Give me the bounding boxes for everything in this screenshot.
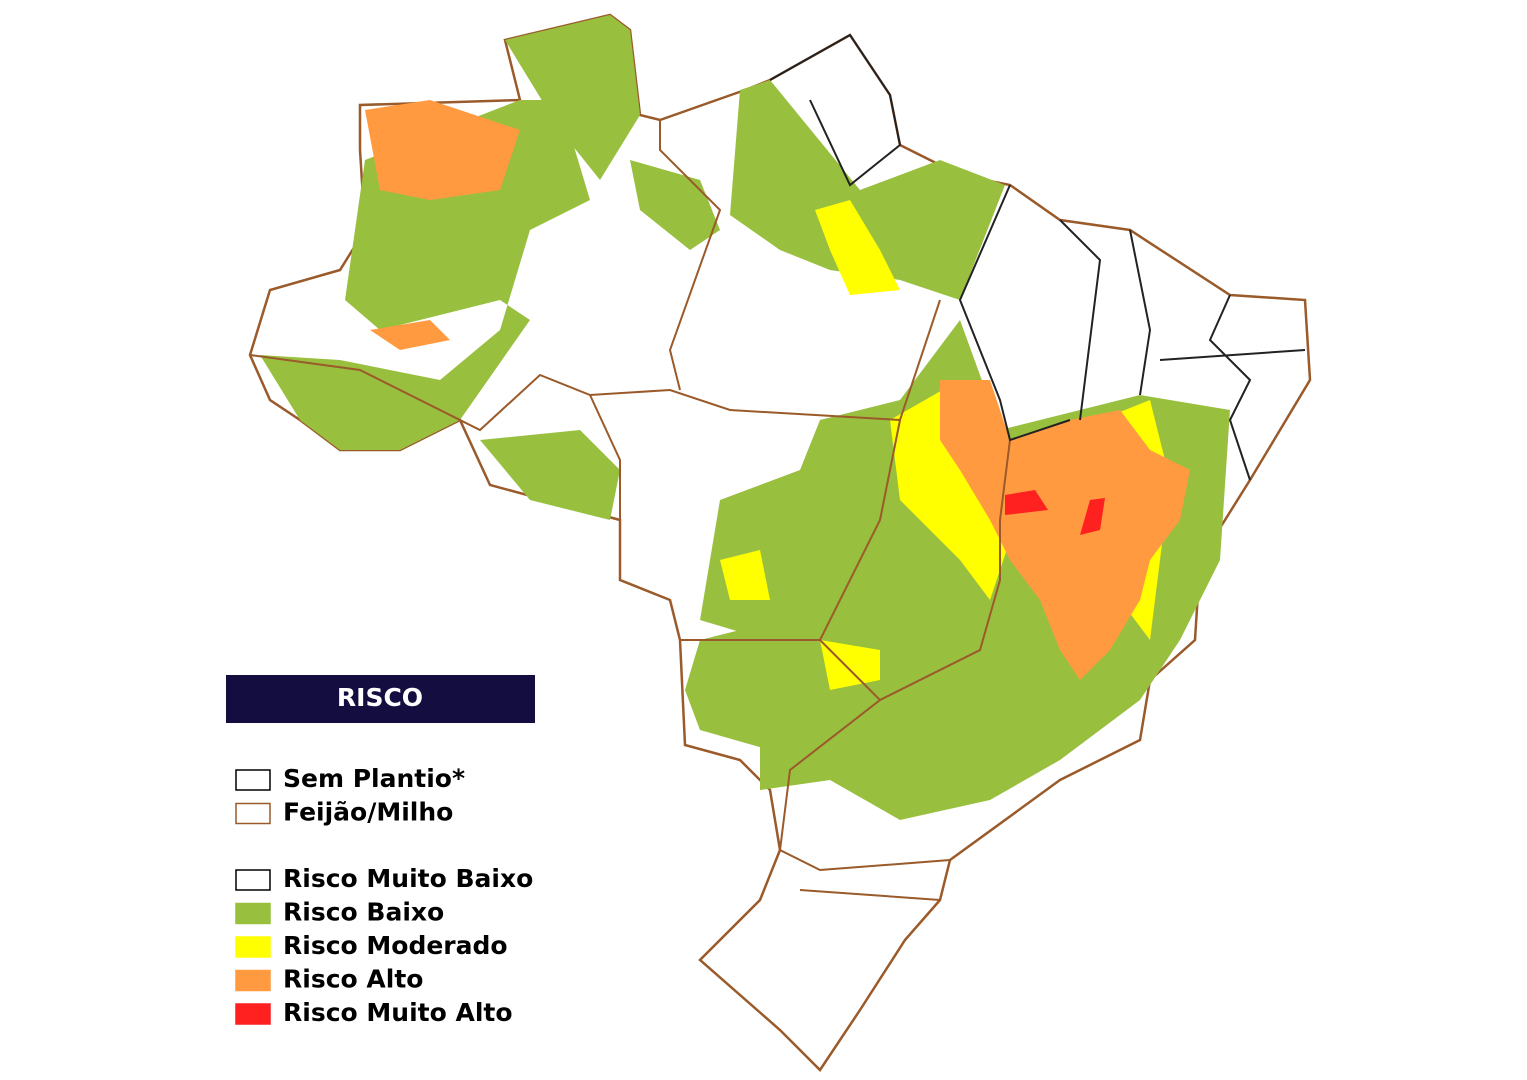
legend-swatch xyxy=(235,802,271,825)
border xyxy=(1208,294,1252,481)
brazil-map xyxy=(248,13,1312,1072)
legend-label: Feijão/Milho xyxy=(283,798,453,827)
legend-swatch xyxy=(235,869,271,891)
legend-swatch xyxy=(235,769,271,791)
border xyxy=(958,184,1071,442)
border xyxy=(1159,349,1306,361)
area xyxy=(365,100,520,200)
legend-label: Sem Plantio* xyxy=(283,764,465,793)
area xyxy=(730,80,1005,300)
area xyxy=(1005,490,1048,515)
area xyxy=(630,160,720,250)
high-risk-areas xyxy=(365,100,1190,680)
area xyxy=(940,380,1190,680)
area xyxy=(260,100,590,450)
legend-swatch xyxy=(235,1003,271,1025)
border xyxy=(1059,219,1102,421)
area xyxy=(1080,498,1105,535)
northeast-borders xyxy=(769,33,1306,481)
border xyxy=(680,419,901,641)
legend-label: Risco Muito Alto xyxy=(283,998,513,1027)
legend-title: RISCO xyxy=(337,683,423,712)
legend-label: Risco Baixo xyxy=(283,898,444,927)
legend: RISCO Sem Plantio* Feijão/Milho Risco Muit… xyxy=(226,675,535,1027)
area xyxy=(505,15,640,180)
legend-header xyxy=(226,675,535,723)
border xyxy=(879,439,1011,701)
legend-label: Risco Alto xyxy=(283,965,423,994)
area xyxy=(820,640,880,690)
legend-swatch xyxy=(235,936,271,958)
area xyxy=(370,320,450,350)
legend-label: Risco Muito Baixo xyxy=(283,864,533,893)
very-high-risk-areas xyxy=(1005,490,1105,535)
state-borders xyxy=(249,120,1011,901)
legend-swatch xyxy=(235,969,271,992)
area xyxy=(480,430,620,520)
border xyxy=(659,120,722,391)
border xyxy=(589,394,621,520)
legend-label: Risco Moderado xyxy=(283,931,508,960)
border xyxy=(799,889,941,901)
border xyxy=(1129,229,1152,396)
area xyxy=(720,550,770,600)
border xyxy=(769,33,902,187)
area xyxy=(815,200,900,295)
legend-swatch xyxy=(235,902,271,925)
border xyxy=(778,639,951,872)
low-risk-areas xyxy=(260,15,1230,820)
